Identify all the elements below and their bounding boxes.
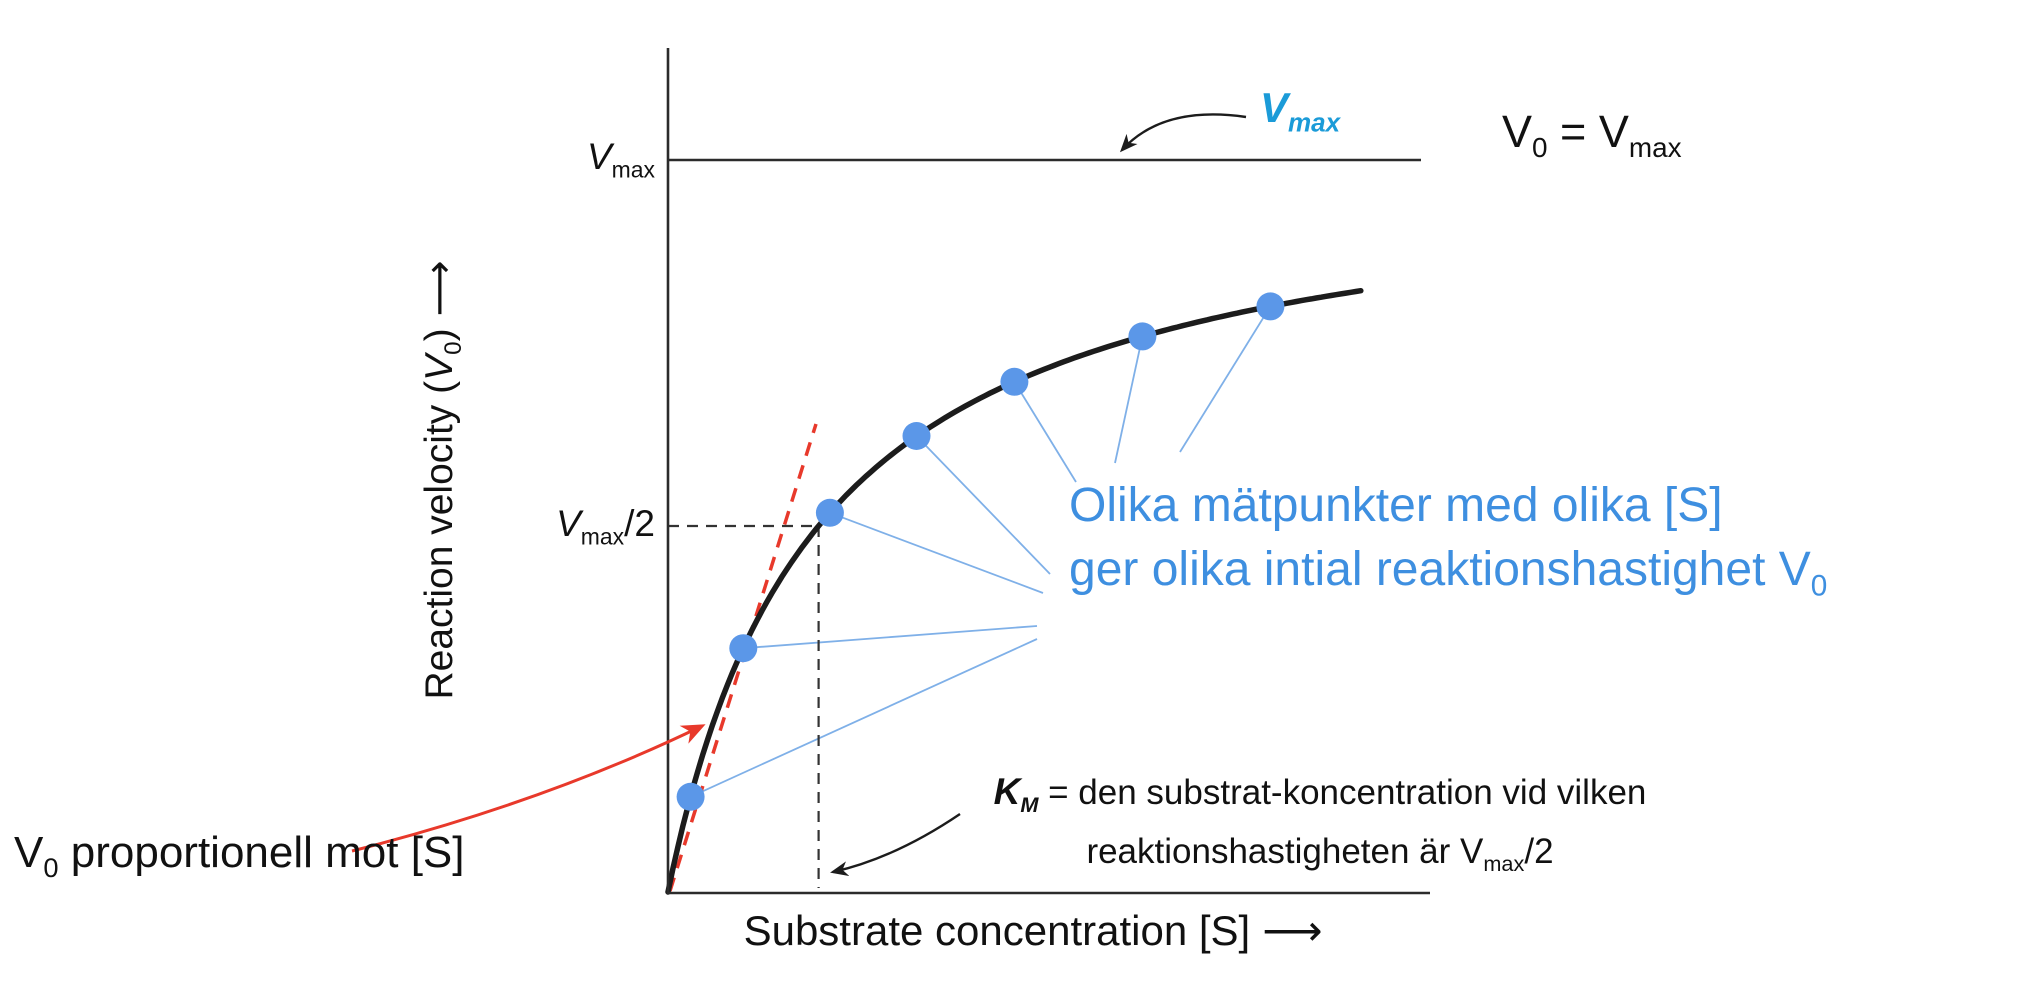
vmax-callout-arrow	[1119, 113, 1247, 153]
y-axis-title-text: Reaction velocity (	[418, 380, 461, 700]
v0-eq-sub0: 0	[1532, 132, 1548, 163]
data-points	[676, 292, 1285, 811]
y-axis-arrow-icon: ⟶	[417, 260, 462, 317]
connector-line	[1179, 305, 1272, 453]
connector-line	[915, 435, 1051, 575]
vmax-callout-label: Vmax	[1260, 84, 1340, 138]
v0-proportional-note: V0 proportionell mot [S]	[14, 828, 465, 884]
vmax-callout-sub: max	[1288, 107, 1341, 138]
data-point	[1256, 292, 1285, 321]
vmax-half-tick-v: V	[556, 503, 581, 544]
v0-proportional-red-arrow	[351, 724, 706, 853]
v0-eq-v: V	[1502, 106, 1533, 157]
connector-line	[829, 511, 1044, 594]
km-dashed-guides	[668, 524, 820, 888]
vmax-callout-v: V	[1260, 84, 1289, 131]
data-point	[729, 634, 758, 663]
v0-eq-submax: max	[1628, 132, 1682, 163]
km-callout-arrow	[830, 813, 961, 877]
y-axis-title-v: V	[418, 354, 461, 381]
connector-line	[690, 638, 1038, 798]
y-axis-title-close: )	[418, 328, 461, 342]
x-axis-arrow-icon: ⟶	[1262, 906, 1323, 955]
data-point	[1128, 322, 1157, 351]
data-point	[676, 782, 705, 811]
data-point	[815, 498, 844, 527]
data-point	[902, 422, 931, 450]
x-axis-title-text: Substrate concentration [S]	[743, 907, 1251, 954]
km-definition-note: KM = den substrat-koncentration vid vilk…	[920, 768, 1720, 887]
vmax-tick-label: Vmax	[500, 136, 655, 183]
y-axis-title-sub: 0	[439, 341, 467, 355]
km-note-line2: reaktionshastigheten är Vmax/2	[1086, 832, 1554, 876]
point-to-note-connector-lines	[690, 305, 1272, 798]
km-note-line1: KM = den substrat-koncentration vid vilk…	[993, 771, 1647, 817]
v0-prop-v: V	[14, 828, 44, 877]
vmax-half-tick-sub: max	[580, 523, 625, 550]
vmax-half-tick-label: Vmax/2	[470, 503, 655, 550]
vmax-half-tick-suffix: /2	[624, 503, 655, 544]
connector-line	[1013, 381, 1077, 483]
measurement-note-line2: ger olika intial reaktionshastighet V0	[1069, 543, 1828, 603]
y-axis-title: Reaction velocity (V0) ⟶	[417, 170, 469, 790]
v0-equals-vmax-label: V0 = Vmax	[1502, 106, 1682, 164]
x-axis-title: Substrate concentration [S] ⟶	[683, 906, 1383, 955]
connector-line	[743, 625, 1038, 650]
v0-prop-sub: 0	[43, 851, 59, 883]
measurement-points-note: Olika mätpunkter med olika [S] ger olika…	[1069, 474, 1827, 619]
data-point	[1000, 367, 1029, 396]
connector-line	[1114, 336, 1144, 464]
measurement-note-line1: Olika mätpunkter med olika [S]	[1069, 479, 1723, 532]
vmax-tick-sub: max	[611, 156, 655, 183]
vmax-tick-v: V	[586, 136, 612, 177]
v0-eq-mid: = V	[1547, 106, 1629, 157]
v0-prop-rest: proportionell mot [S]	[58, 828, 465, 877]
